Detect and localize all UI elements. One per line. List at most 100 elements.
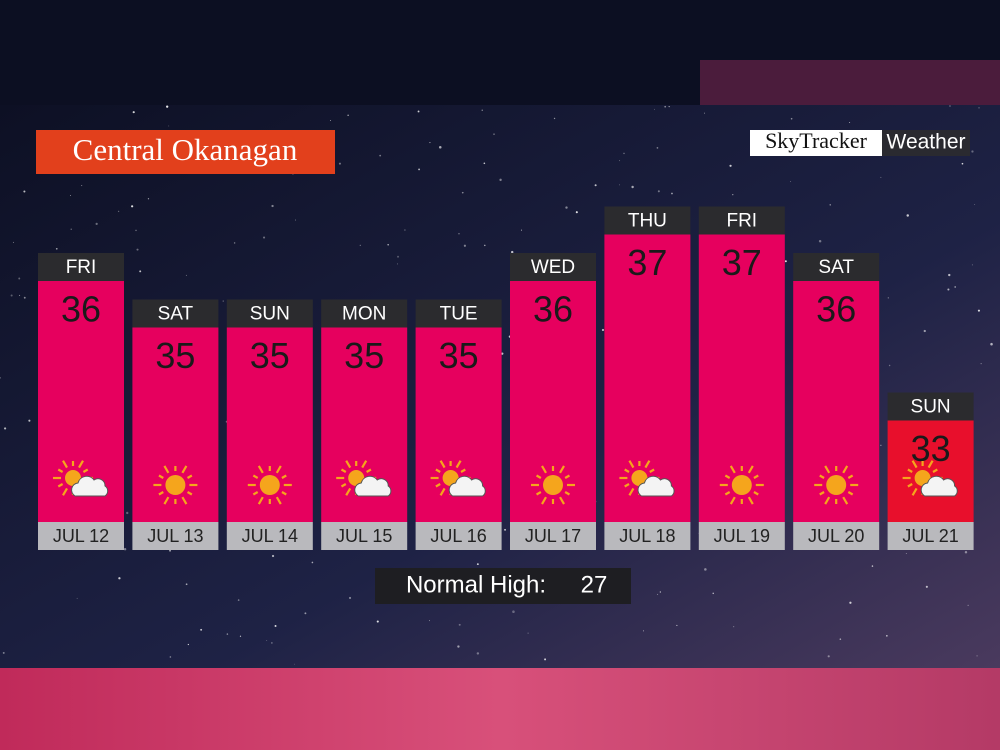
day-label: MON xyxy=(342,304,386,325)
star xyxy=(880,444,882,446)
star xyxy=(135,229,137,232)
star xyxy=(12,241,14,243)
sun xyxy=(631,470,648,486)
star xyxy=(642,630,644,632)
sun-ray xyxy=(724,491,731,496)
cloud xyxy=(354,475,392,497)
sun-ray xyxy=(163,465,170,474)
date-label: JUL 19 xyxy=(714,526,770,546)
date-label: JUL 15 xyxy=(336,526,392,546)
sun-ray xyxy=(932,468,938,473)
star xyxy=(905,552,907,554)
sun-ray xyxy=(340,468,347,473)
top-band-glow xyxy=(700,60,1000,105)
star xyxy=(476,652,480,655)
star xyxy=(619,160,621,162)
star xyxy=(671,192,673,195)
star xyxy=(967,604,969,606)
sun-ray xyxy=(907,468,913,473)
star xyxy=(906,214,909,217)
star xyxy=(348,596,352,600)
star xyxy=(977,309,980,312)
sun-ray xyxy=(535,474,542,479)
star xyxy=(19,294,21,296)
bottom-band xyxy=(0,668,1000,750)
star xyxy=(76,597,78,599)
sun-ray xyxy=(724,474,731,479)
sun-ray xyxy=(747,465,754,474)
star xyxy=(185,274,187,276)
star xyxy=(95,222,98,226)
brand-name: SkyTracker xyxy=(765,128,868,153)
date-strip xyxy=(604,522,691,550)
normal-high-label: Normal High: xyxy=(406,571,546,598)
value-label: 37 xyxy=(722,242,762,283)
sun-ray xyxy=(186,491,193,496)
star xyxy=(10,294,13,297)
day-header xyxy=(604,206,691,235)
sun-ray xyxy=(345,487,352,496)
sun-ray xyxy=(541,465,547,474)
sun-ray xyxy=(819,474,825,479)
star xyxy=(925,585,928,588)
star xyxy=(461,191,464,194)
star xyxy=(704,112,706,114)
star xyxy=(3,427,7,430)
sun-ray xyxy=(82,468,89,473)
star xyxy=(829,204,831,206)
date-label: JUL 16 xyxy=(430,526,486,546)
sun-ray xyxy=(624,483,630,488)
star xyxy=(948,273,951,277)
cloud xyxy=(448,475,486,497)
sun-ray xyxy=(340,483,347,488)
date-label: JUL 13 xyxy=(147,526,203,546)
star xyxy=(28,419,31,422)
bars: FRI 36 JUL 12 SAT 35 JUL 13 SUN 35 JUL 14 MON 35 JU… xyxy=(38,206,974,550)
sun-ray xyxy=(181,465,188,474)
star xyxy=(239,635,242,637)
star xyxy=(790,117,793,120)
star xyxy=(980,363,982,365)
star xyxy=(733,626,735,628)
star xyxy=(664,105,667,108)
star xyxy=(262,236,266,239)
star xyxy=(404,229,406,231)
star xyxy=(594,184,597,187)
sun-ray xyxy=(252,474,259,479)
star xyxy=(123,547,127,551)
star xyxy=(428,620,431,622)
star xyxy=(226,633,229,635)
date-strip xyxy=(132,522,219,550)
date-strip xyxy=(321,522,408,550)
date-strip xyxy=(698,522,785,550)
day-label: THU xyxy=(628,211,667,232)
sun-ray xyxy=(62,460,68,469)
star xyxy=(483,162,486,165)
star xyxy=(656,147,659,149)
date-label: JUL 17 xyxy=(525,526,581,546)
star xyxy=(974,204,976,206)
star xyxy=(657,190,660,193)
star xyxy=(990,342,993,346)
date-strip xyxy=(415,522,502,550)
day-header xyxy=(887,392,974,421)
star xyxy=(139,270,142,273)
star xyxy=(18,277,21,280)
brand-box xyxy=(750,130,882,156)
sun-ray xyxy=(460,468,466,473)
star xyxy=(23,190,26,193)
star xyxy=(827,655,830,658)
sun-ray xyxy=(624,468,630,473)
value-label: 36 xyxy=(61,289,101,330)
bar xyxy=(698,234,785,522)
star xyxy=(387,244,389,246)
date-label: JUL 21 xyxy=(902,526,958,546)
sun-ray xyxy=(78,460,84,469)
star xyxy=(294,663,295,665)
star xyxy=(429,142,431,144)
star xyxy=(520,229,522,231)
star xyxy=(729,164,732,167)
sun-ray xyxy=(275,496,282,505)
sun-ray xyxy=(847,474,854,479)
